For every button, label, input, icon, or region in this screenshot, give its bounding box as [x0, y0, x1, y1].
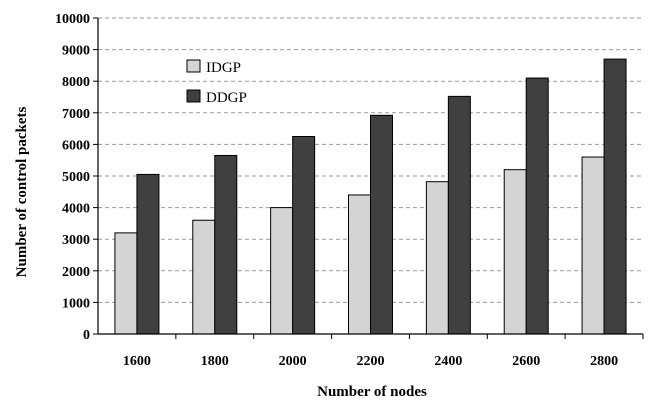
bar-idgp-2200: [348, 194, 371, 335]
legend-label-idgp: IDGP: [206, 60, 241, 76]
legend: IDGP DDGP: [186, 59, 247, 106]
bar-ddgp-1600: [136, 173, 160, 335]
y-tick-label: 2000: [62, 265, 90, 280]
x-tick-label: 1800: [201, 354, 229, 369]
y-tick-label: 10000: [55, 12, 90, 27]
x-tick-label: 2200: [357, 354, 385, 369]
legend-swatch-idgp: [186, 59, 201, 73]
bar-ddgp-2200: [370, 114, 393, 335]
x-tick-label: 2000: [279, 354, 307, 369]
bar-ddgp-2400: [447, 95, 471, 335]
x-tick-label: 1600: [123, 354, 151, 369]
bar-ddgp-2000: [292, 136, 316, 335]
bar-ddgp-2800: [603, 58, 627, 335]
bar-idgp-2800: [581, 156, 605, 335]
y-tick-label: 1000: [62, 296, 90, 311]
x-tick-label: 2800: [590, 354, 618, 369]
y-tick-label: 8000: [62, 75, 90, 90]
bar-idgp-1800: [192, 219, 216, 335]
y-tick-label: 7000: [62, 107, 90, 122]
x-tick-label: 2400: [434, 354, 462, 369]
y-axis-title: Number of control packets: [14, 106, 30, 277]
y-tick-label: 3000: [62, 233, 90, 248]
y-tick-label: 0: [83, 328, 90, 343]
x-axis-title: Number of nodes: [317, 384, 427, 400]
legend-label-ddgp: DDGP: [206, 90, 247, 106]
bar-idgp-2600: [503, 169, 527, 335]
x-tick-label: 2600: [512, 354, 540, 369]
y-tick-labels: 0 1000 2000 3000 4000 5000 6000 7000 8000 9000 100…: [55, 12, 90, 343]
y-tick-label: 6000: [62, 138, 90, 153]
bar-ddgp-1800: [214, 154, 238, 335]
bar-ddgp-2600: [525, 77, 549, 335]
x-tick-labels: 1600 1800 2000 2200 2400 2600 2800: [123, 354, 618, 369]
bar-idgp-2000: [270, 207, 294, 335]
bar-idgp-1600: [114, 232, 138, 335]
legend-swatch-ddgp: [186, 89, 201, 103]
y-tick-label: 9000: [62, 44, 90, 59]
y-tick-label: 5000: [62, 170, 90, 185]
axes: [93, 17, 644, 339]
bars: [114, 58, 627, 335]
bar-idgp-2400: [425, 181, 449, 335]
y-tick-label: 4000: [62, 202, 90, 217]
